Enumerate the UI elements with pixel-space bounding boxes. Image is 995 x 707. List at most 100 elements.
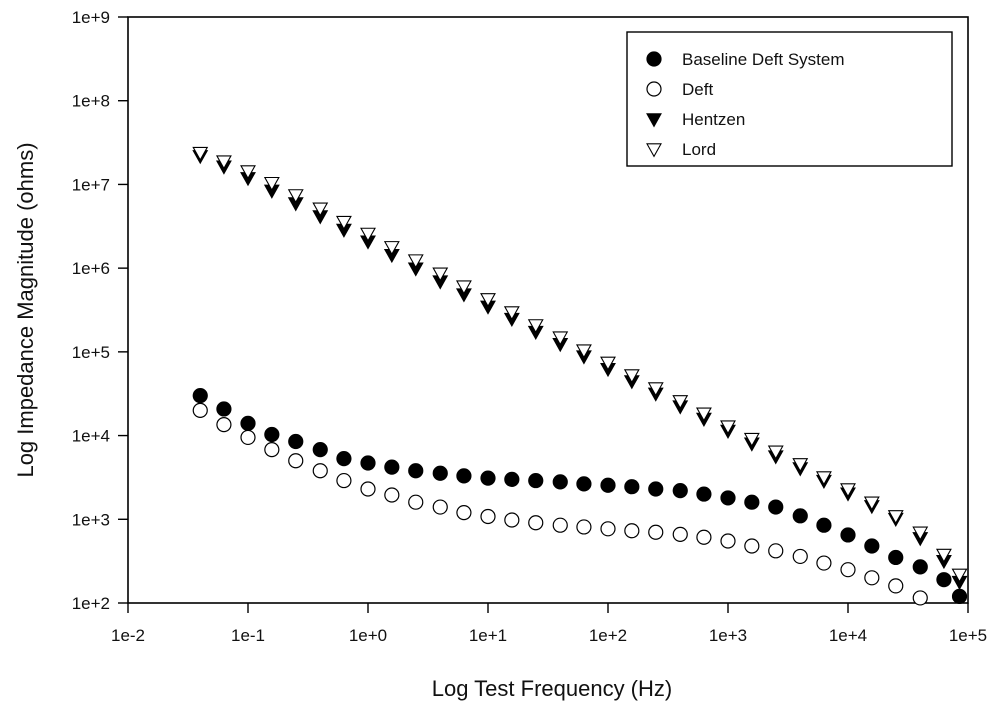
data-point: [576, 476, 592, 492]
legend-label: Deft: [682, 80, 713, 99]
y-tick-label: 1e+6: [72, 259, 110, 278]
data-point: [504, 512, 520, 528]
data-point: [192, 402, 208, 418]
data-point: [936, 572, 952, 588]
legend-marker: [646, 51, 662, 67]
data-point: [264, 426, 280, 443]
data-point: [408, 463, 424, 479]
data-point: [192, 388, 208, 404]
data-point: [744, 538, 760, 554]
data-point: [816, 517, 832, 533]
data-point: [864, 538, 880, 554]
data-point: [456, 468, 472, 484]
data-point: [335, 215, 352, 231]
data-point: [648, 481, 664, 497]
y-tick-label: 1e+4: [72, 427, 110, 446]
data-point: [720, 420, 736, 435]
legend-box: [626, 31, 953, 167]
legend: Baseline Deft System Deft Hentzen Lord: [626, 31, 953, 167]
data-point: [647, 382, 664, 397]
data-point: [768, 499, 784, 515]
data-point: [432, 465, 448, 481]
data-point: [456, 505, 472, 521]
y-tick-label: 1e+9: [72, 8, 110, 27]
y-axis-title: Log Impedance Magnitude (ohms): [13, 142, 38, 477]
data-point: [287, 189, 304, 204]
y-tick-label: 1e+5: [72, 343, 110, 362]
data-point: [288, 433, 304, 450]
data-point: [912, 526, 929, 541]
data-point: [816, 555, 832, 571]
data-point: [767, 445, 784, 460]
data-point: [695, 407, 712, 422]
y-tick-label: 1e+7: [72, 175, 110, 194]
data-point: [528, 472, 544, 489]
data-point: [263, 176, 280, 192]
data-point: [623, 369, 640, 384]
data-point: [455, 280, 472, 295]
data-point: [360, 481, 376, 497]
data-point: [792, 548, 808, 565]
legend-marker: [646, 143, 662, 158]
data-point: [240, 429, 256, 446]
data-point: [504, 471, 520, 487]
legend-marker: [646, 113, 662, 128]
data-point: [407, 254, 424, 269]
data-point: [576, 519, 592, 535]
x-tick-label: 1e+1: [469, 626, 507, 645]
x-axis-title: Log Test Frequency (Hz): [432, 676, 672, 701]
data-point: [552, 517, 568, 533]
data-point: [360, 455, 376, 471]
data-point: [336, 472, 352, 489]
y-tick-label: 1e+8: [72, 92, 110, 111]
x-tick-label: 1e+3: [709, 626, 747, 645]
y-tick-label: 1e+2: [72, 594, 110, 613]
data-point: [912, 590, 928, 606]
x-tick-label: 1e-1: [231, 626, 265, 645]
data-point: [360, 227, 376, 242]
data-point: [792, 458, 809, 473]
data-point: [312, 202, 329, 217]
data-point: [216, 417, 232, 433]
data-point: [600, 356, 616, 371]
axes-layer: 1e-2 1e-1 1e+0 1e+1 1e+2 1e+3 1e+4 1e+5 1e+2 1e+3…: [72, 8, 987, 645]
data-point: [743, 432, 760, 448]
legend-marker: [646, 81, 662, 97]
data-point: [192, 146, 209, 162]
data-point: [432, 499, 448, 515]
data-point: [912, 559, 928, 575]
data-point: [384, 487, 400, 503]
data-point: [480, 293, 496, 308]
data-point: [432, 267, 449, 282]
data-point: [480, 508, 496, 525]
data-point: [864, 570, 880, 586]
x-tick-label: 1e+5: [949, 626, 987, 645]
data-point: [951, 588, 968, 604]
data-point: [624, 523, 640, 539]
data-point: [840, 527, 856, 543]
data-point: [888, 578, 904, 594]
data-point: [720, 490, 736, 506]
y-tick-label: 1e+3: [72, 510, 110, 529]
data-point: [935, 548, 952, 563]
data-point: [552, 474, 568, 490]
data-point: [312, 463, 328, 479]
x-tick-label: 1e+0: [349, 626, 387, 645]
data-point: [240, 415, 256, 431]
series-baseline-deft-system: [192, 388, 968, 604]
data-point: [600, 521, 616, 537]
data-point: [887, 510, 904, 525]
data-point: [600, 477, 616, 493]
data-point: [792, 508, 808, 524]
plot-frame: [127, 16, 969, 604]
data-point: [863, 496, 880, 511]
marks-layer: [192, 146, 968, 606]
data-point: [840, 562, 856, 578]
x-tick-label: 1e-2: [111, 626, 145, 645]
legend-label: Hentzen: [682, 110, 745, 129]
data-point: [336, 451, 352, 467]
data-point: [384, 459, 400, 475]
data-point: [527, 319, 544, 334]
data-point: [215, 155, 232, 170]
